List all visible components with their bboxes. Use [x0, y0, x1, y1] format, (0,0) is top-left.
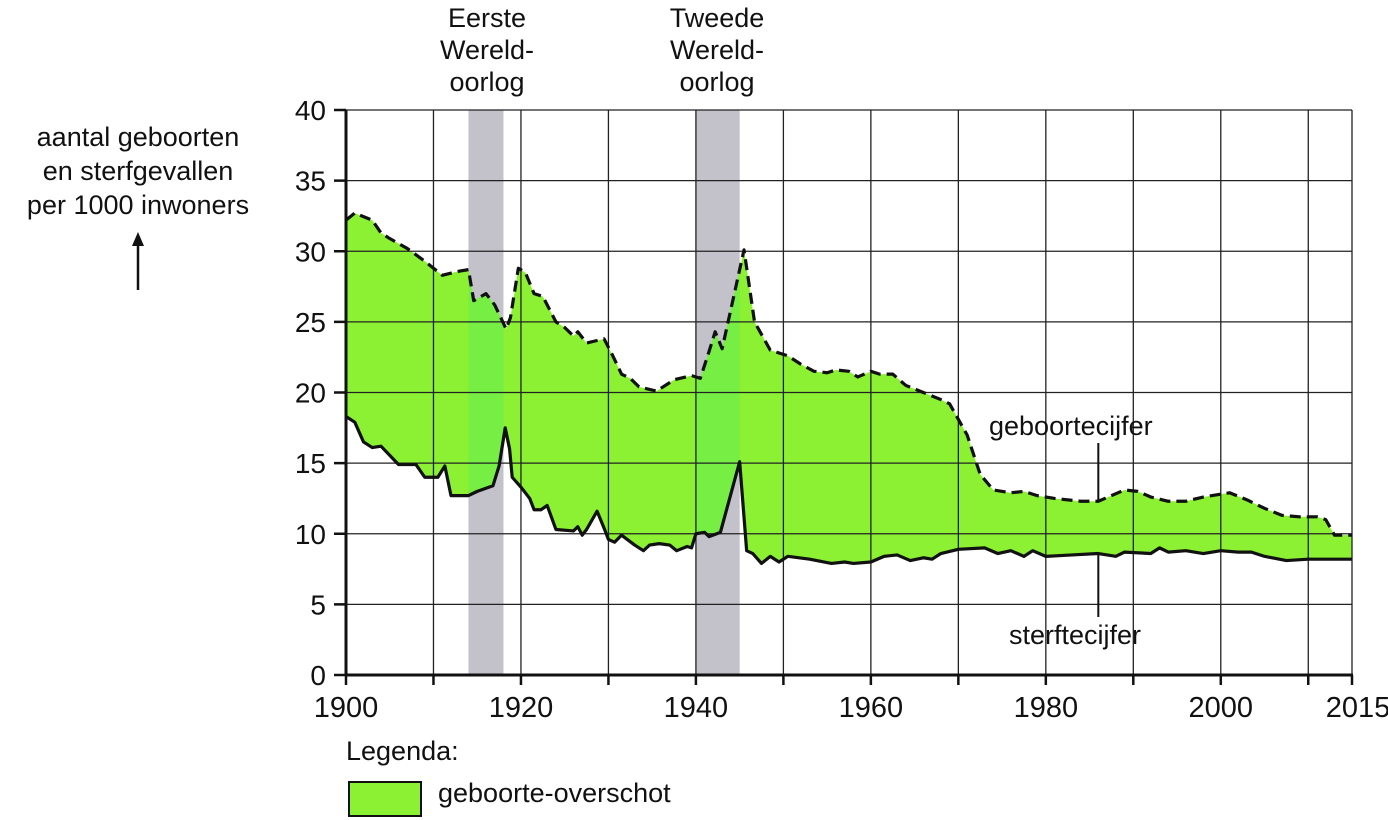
grid-lines — [346, 109, 1353, 675]
birth-rate-label: geboortecijfer — [989, 411, 1153, 441]
tick-labels: 0 5 10 15 20 25 30 35 40 1900 1920 1940 1960 1980 2000… — [295, 95, 1388, 724]
x-tick-label-2015: 2015 — [1326, 692, 1388, 724]
x-tick-label-2000: 2000 — [1189, 692, 1254, 724]
y-tick-label-40: 40 — [295, 95, 326, 126]
y-axis-label: aantal geboorten en sterfgevallen per 10… — [26, 122, 250, 220]
birth-rate-line — [344, 211, 1352, 537]
y-tick-label-0: 0 — [310, 660, 326, 691]
x-tick-label-1920: 1920 — [489, 692, 554, 724]
y-tick-label-35: 35 — [295, 166, 326, 197]
x-tick-label-1960: 1960 — [839, 692, 904, 724]
legend-title: Legenda: — [346, 736, 459, 766]
war1-label: Eerste Wereld- oorlog — [439, 3, 535, 97]
legend-swatch-birth-surplus — [348, 781, 422, 817]
legend-label-birth-surplus: geboorte-overschot — [438, 778, 671, 808]
y-tick-label-5: 5 — [310, 589, 326, 620]
y-tick-label-30: 30 — [295, 236, 326, 267]
x-tick-label-1900: 1900 — [314, 692, 379, 724]
y-tick-label-15: 15 — [295, 448, 326, 479]
y-tick-label-25: 25 — [295, 307, 326, 338]
arrow-up-icon — [132, 232, 144, 290]
rate-lines — [344, 211, 1352, 566]
axes — [334, 108, 1354, 685]
war2-label: Tweede Wereld- oorlog — [669, 3, 765, 97]
surplus-fill — [346, 213, 1352, 564]
y-tick-label-20: 20 — [295, 378, 326, 409]
death-rate-label: sterftecijfer — [1009, 620, 1142, 650]
y-tick-label-10: 10 — [295, 519, 326, 550]
x-tick-label-1980: 1980 — [1014, 692, 1079, 724]
death-rate-line — [345, 415, 1352, 566]
x-tick-label-1940: 1940 — [664, 692, 729, 724]
